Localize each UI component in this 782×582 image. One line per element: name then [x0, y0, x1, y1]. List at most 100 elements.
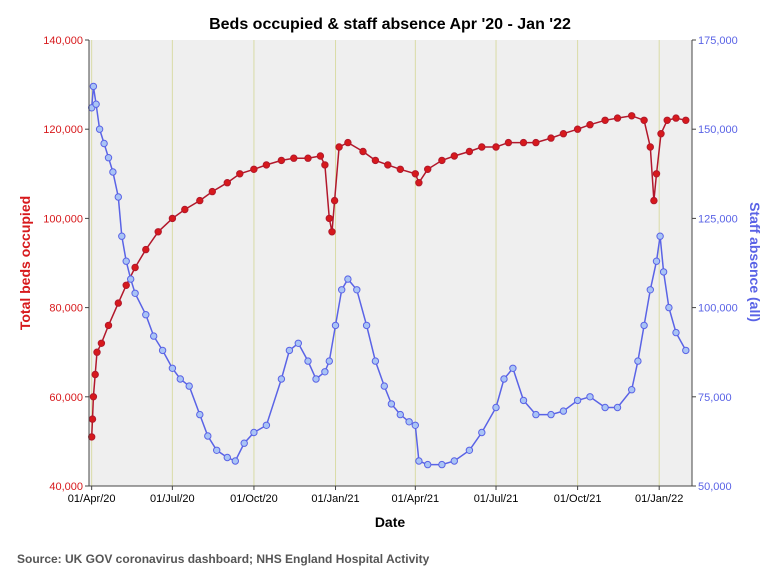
beds-point: [650, 196, 658, 205]
staff-point: [634, 357, 642, 365]
beds-point: [371, 156, 380, 165]
beds-point: [519, 138, 528, 147]
beds-point: [492, 143, 500, 151]
beds-point: [547, 134, 555, 142]
staff-point: [387, 400, 396, 408]
staff-point: [204, 432, 212, 440]
beds-point: [277, 156, 286, 165]
staff-point: [331, 321, 340, 330]
right-y-tick-label: 175,000: [698, 35, 738, 47]
staff-point: [509, 364, 517, 372]
beds-point: [663, 116, 671, 125]
staff-point: [168, 364, 177, 372]
staff-absence-series: [88, 82, 690, 469]
beds-point: [344, 138, 352, 147]
beds-point: [93, 348, 101, 356]
beds-point: [335, 143, 343, 151]
staff-point: [185, 382, 193, 390]
staff-point: [652, 257, 661, 265]
beds-point: [181, 205, 189, 214]
x-tick-label: 01/Apr/20: [68, 493, 116, 505]
left-y-ticks: 40,000 60,000 80,000 100,000 120,000 140,000: [43, 35, 89, 493]
staff-point: [95, 125, 104, 133]
staff-point: [559, 407, 568, 415]
chart-title: Beds occupied & staff absence Apr '20 - …: [209, 16, 571, 33]
staff-point: [89, 82, 98, 91]
x-axis-label: Date: [375, 514, 406, 530]
beds-point: [88, 415, 97, 423]
beds-point: [657, 130, 665, 138]
beds-point: [628, 112, 636, 120]
staff-point: [438, 460, 446, 469]
staff-point: [262, 421, 271, 429]
right-y-ticks: 50,000 75,000 100,000 125,000 150,000 175,000: [692, 35, 738, 493]
staff-point: [176, 375, 185, 383]
left-y-axis-label: Total beds occupied: [17, 196, 33, 330]
staff-point: [213, 446, 221, 454]
beds-point: [646, 143, 654, 151]
staff-point: [547, 410, 555, 419]
staff-point: [231, 457, 240, 465]
beds-point: [613, 114, 622, 122]
beds-point: [89, 393, 98, 401]
staff-point: [131, 289, 139, 297]
staff-point: [344, 275, 352, 283]
beds-point: [601, 116, 609, 125]
staff-point: [150, 332, 158, 340]
staff-point: [478, 428, 486, 437]
staff-point: [415, 457, 423, 465]
staff-point: [353, 286, 361, 294]
staff-point: [628, 386, 636, 394]
beds-point: [465, 147, 474, 156]
beds-point: [208, 187, 217, 196]
beds-point: [573, 125, 582, 133]
beds-point: [321, 161, 329, 169]
beds-point: [196, 196, 204, 205]
staff-point: [223, 453, 232, 462]
staff-point: [519, 396, 528, 405]
x-tick-label: 01/Jul/20: [150, 493, 195, 505]
staff-point: [304, 357, 312, 365]
beds-point: [672, 114, 680, 122]
staff-point: [573, 396, 582, 405]
beds-point: [168, 214, 177, 223]
staff-point: [682, 346, 690, 355]
beds-point: [304, 154, 312, 162]
beds-point: [223, 179, 232, 187]
right-y-axis-label: Staff absence (all): [747, 202, 763, 322]
beds-point: [262, 161, 271, 169]
beds-point: [325, 214, 333, 223]
left-y-tick-label: 60,000: [49, 392, 83, 404]
staff-point: [285, 346, 294, 355]
staff-point: [465, 446, 474, 454]
staff-point: [100, 139, 108, 148]
beds-point: [682, 116, 690, 125]
staff-point: [640, 321, 648, 330]
staff-point: [321, 368, 329, 376]
x-tick-label: 01/Jul/21: [474, 493, 519, 505]
staff-point: [371, 357, 380, 365]
beds-point: [478, 143, 486, 151]
staff-point: [405, 418, 413, 426]
beds-point: [97, 339, 106, 347]
staff-point: [656, 232, 664, 240]
beds-point: [384, 161, 392, 169]
staff-point: [411, 421, 419, 429]
staff-point: [122, 257, 130, 265]
staff-point: [646, 286, 654, 294]
staff-point: [312, 375, 320, 383]
staff-point: [158, 346, 167, 355]
beds-point: [396, 165, 404, 174]
staff-point: [196, 410, 204, 419]
x-tick-label: 01/Jan/21: [311, 493, 359, 505]
staff-point: [104, 154, 113, 162]
beds-point: [450, 152, 458, 160]
beds-point: [559, 130, 568, 138]
staff-point: [142, 311, 150, 319]
x-tick-label: 01/Oct/20: [230, 493, 278, 505]
beds-point: [586, 121, 594, 129]
x-tick-label: 01/Oct/21: [554, 493, 602, 505]
staff-point: [532, 410, 540, 419]
beds-point: [91, 370, 99, 379]
staff-point: [109, 168, 117, 176]
